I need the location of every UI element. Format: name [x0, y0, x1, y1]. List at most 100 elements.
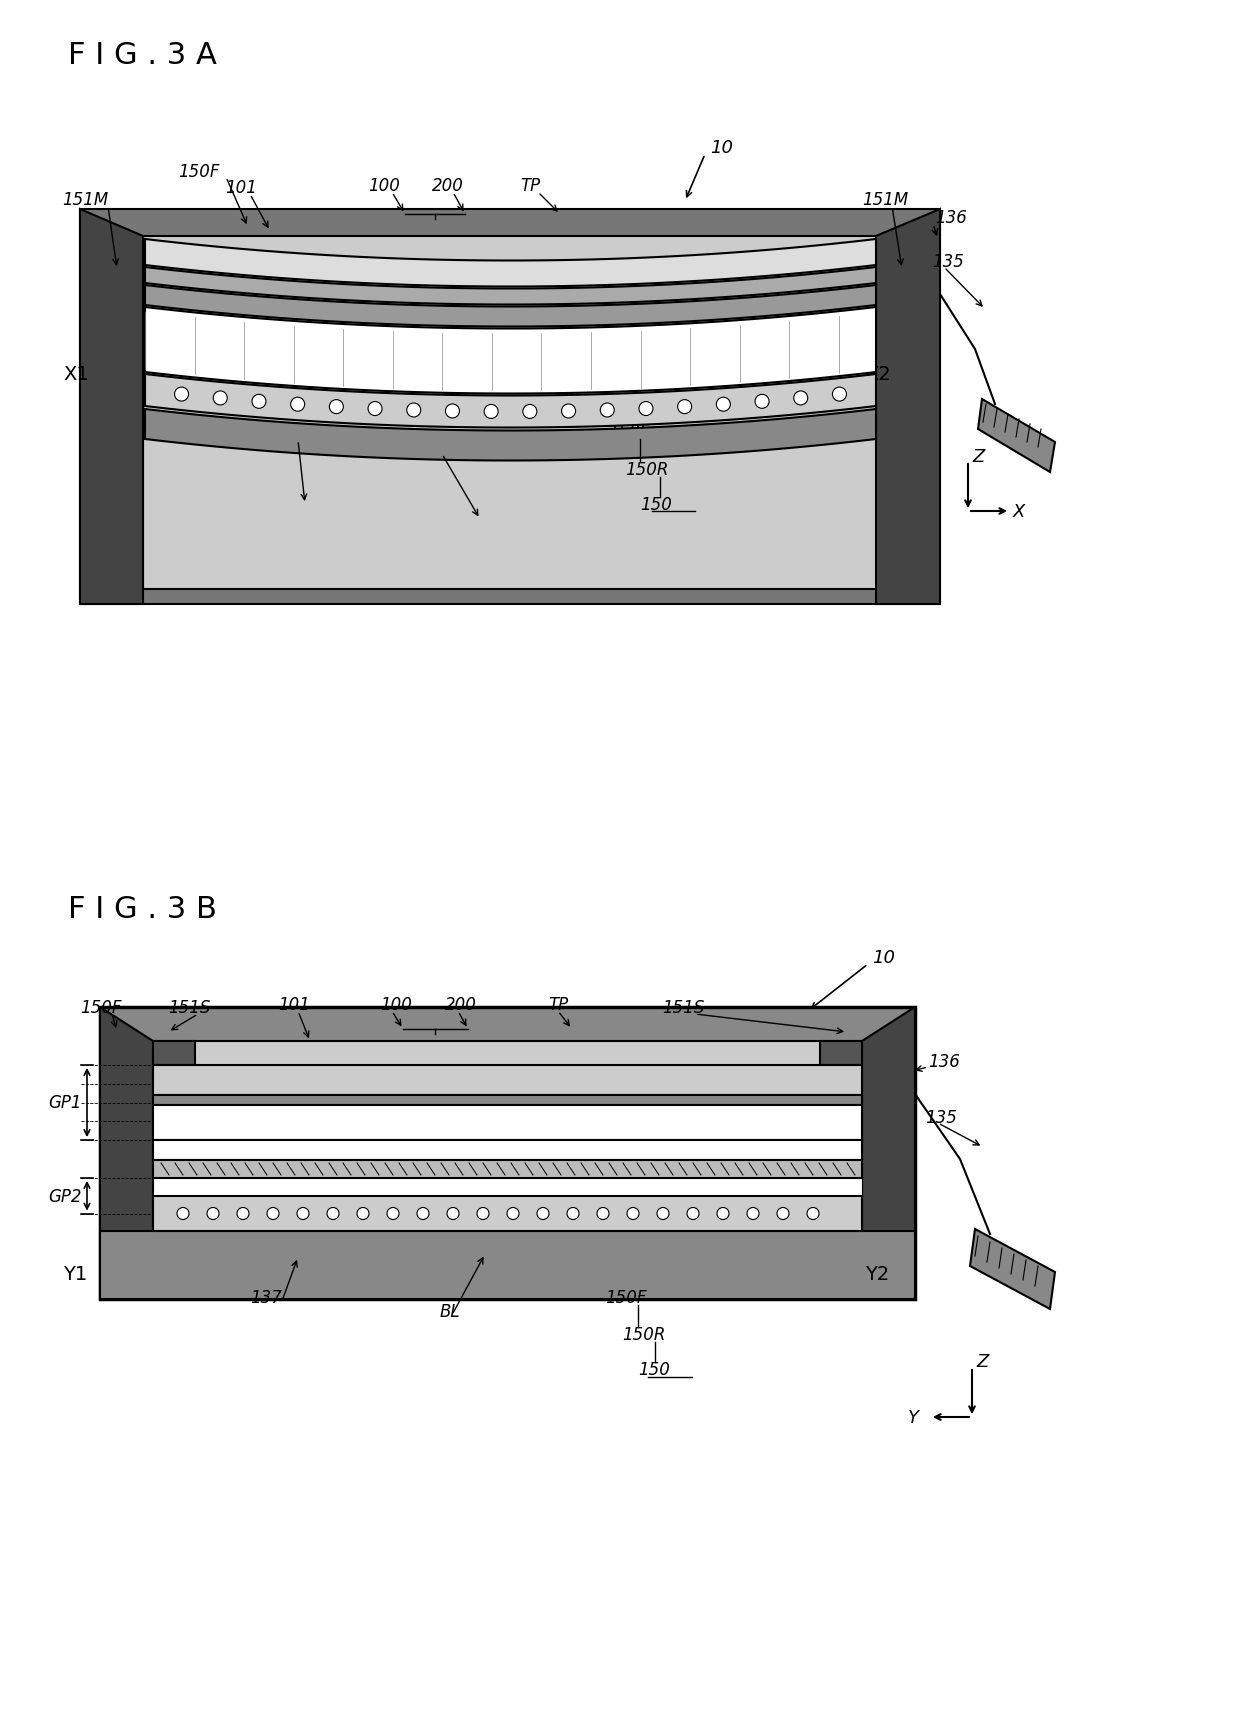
Polygon shape: [153, 1105, 862, 1140]
Circle shape: [807, 1208, 818, 1220]
Circle shape: [596, 1208, 609, 1220]
Text: TP: TP: [520, 176, 541, 195]
Circle shape: [627, 1208, 639, 1220]
Text: F I G . 3 B: F I G . 3 B: [68, 894, 217, 924]
Circle shape: [330, 400, 343, 415]
Polygon shape: [100, 1007, 153, 1299]
Circle shape: [523, 405, 537, 419]
Text: X1: X1: [63, 365, 89, 384]
Circle shape: [207, 1208, 219, 1220]
Circle shape: [213, 391, 227, 407]
Text: GP2: GP2: [48, 1187, 82, 1206]
Circle shape: [794, 391, 807, 407]
Circle shape: [237, 1208, 249, 1220]
Text: X2: X2: [866, 365, 890, 384]
Text: 200: 200: [445, 995, 477, 1014]
Polygon shape: [862, 1007, 915, 1299]
Polygon shape: [100, 1007, 915, 1299]
Circle shape: [507, 1208, 520, 1220]
Circle shape: [446, 1208, 459, 1220]
Text: 150R: 150R: [625, 460, 668, 479]
Polygon shape: [145, 375, 875, 429]
Polygon shape: [153, 1066, 862, 1095]
Polygon shape: [820, 1041, 862, 1066]
Text: 150: 150: [639, 1360, 670, 1379]
Text: BL: BL: [428, 439, 449, 457]
Circle shape: [177, 1208, 188, 1220]
Text: 150R: 150R: [622, 1325, 666, 1342]
Polygon shape: [145, 268, 875, 304]
Circle shape: [677, 400, 692, 415]
Text: 101: 101: [278, 995, 310, 1014]
Circle shape: [484, 405, 498, 419]
Polygon shape: [153, 1178, 862, 1197]
Text: GP1: GP1: [48, 1093, 82, 1112]
Text: X: X: [1013, 503, 1025, 521]
Polygon shape: [153, 1095, 862, 1105]
Circle shape: [417, 1208, 429, 1220]
Circle shape: [252, 394, 265, 408]
Circle shape: [687, 1208, 699, 1220]
Circle shape: [537, 1208, 549, 1220]
Polygon shape: [145, 240, 875, 287]
Text: 10: 10: [872, 948, 895, 967]
Polygon shape: [143, 237, 878, 590]
Circle shape: [717, 1208, 729, 1220]
Text: Y1: Y1: [63, 1265, 87, 1284]
Text: 150F: 150F: [81, 998, 122, 1017]
Text: 135: 135: [932, 253, 963, 272]
Circle shape: [387, 1208, 399, 1220]
Polygon shape: [145, 308, 875, 394]
Polygon shape: [81, 209, 940, 606]
Text: Z: Z: [972, 448, 985, 465]
Text: BL: BL: [440, 1303, 460, 1320]
Text: 151S: 151S: [167, 998, 211, 1017]
Circle shape: [407, 403, 420, 417]
Circle shape: [368, 403, 382, 417]
Text: 10: 10: [711, 138, 733, 157]
Text: 150F: 150F: [179, 163, 219, 182]
Polygon shape: [100, 1232, 915, 1299]
Text: 200: 200: [432, 176, 464, 195]
Polygon shape: [145, 285, 875, 327]
Text: TP: TP: [548, 995, 568, 1014]
Circle shape: [477, 1208, 489, 1220]
Text: 151M: 151M: [62, 190, 108, 209]
Text: 100: 100: [368, 176, 399, 195]
Circle shape: [717, 398, 730, 412]
Text: 100: 100: [379, 995, 412, 1014]
Polygon shape: [153, 1041, 195, 1066]
Polygon shape: [145, 410, 875, 462]
Circle shape: [357, 1208, 370, 1220]
Circle shape: [175, 388, 188, 401]
Circle shape: [267, 1208, 279, 1220]
Text: 101: 101: [224, 178, 257, 197]
Text: Y2: Y2: [866, 1265, 889, 1284]
Circle shape: [327, 1208, 339, 1220]
Text: 150: 150: [640, 497, 672, 514]
Text: 150F: 150F: [608, 422, 650, 441]
Circle shape: [445, 405, 460, 419]
Polygon shape: [153, 1161, 862, 1178]
Text: 136: 136: [935, 209, 967, 227]
Circle shape: [600, 403, 614, 417]
Circle shape: [755, 394, 769, 408]
Circle shape: [639, 403, 653, 417]
Text: 151S: 151S: [662, 998, 704, 1017]
Polygon shape: [970, 1230, 1055, 1310]
Polygon shape: [81, 209, 143, 606]
Circle shape: [746, 1208, 759, 1220]
Polygon shape: [153, 1041, 862, 1292]
Text: Y: Y: [908, 1408, 919, 1426]
Polygon shape: [153, 1197, 862, 1232]
Text: 151M: 151M: [862, 190, 908, 209]
Circle shape: [777, 1208, 789, 1220]
Circle shape: [290, 398, 305, 412]
Circle shape: [657, 1208, 670, 1220]
Text: 137: 137: [268, 426, 300, 443]
Text: 135: 135: [925, 1109, 957, 1126]
Text: Z: Z: [976, 1353, 988, 1370]
Polygon shape: [875, 209, 940, 606]
Circle shape: [298, 1208, 309, 1220]
Circle shape: [832, 388, 847, 401]
